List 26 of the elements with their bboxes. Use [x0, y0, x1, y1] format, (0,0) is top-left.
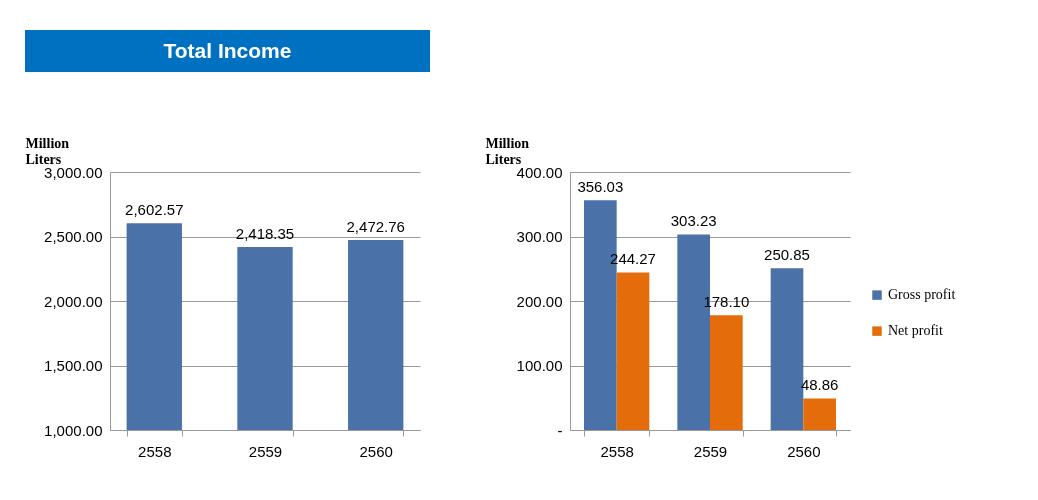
text: 2,418.35 [235, 225, 295, 243]
text: 2,472.76 [346, 218, 405, 236]
legend-label: Gross profit [888, 287, 956, 303]
data-label: 250.85 [764, 246, 810, 264]
data-label: 356.03 [577, 178, 624, 196]
y-tick-label: 1,500.00 [44, 357, 103, 374]
y-tick-label: 2,500.00 [44, 228, 103, 245]
legend-label: Net profit [888, 323, 943, 339]
x-tick-label: 2559 [248, 442, 283, 460]
data-label: 303.23 [670, 212, 717, 230]
y-tick-label: 100.00 [516, 357, 563, 374]
y-tick-label: 1,000.00 [44, 421, 103, 439]
bar [710, 315, 743, 430]
y-tick-label: 300.00 [516, 228, 563, 245]
bar [616, 272, 650, 430]
bar [803, 398, 836, 430]
y-tick-label: - [557, 421, 563, 439]
text: 2,602.57 [125, 201, 184, 219]
chart-title: Total Income [25, 30, 430, 72]
x-tick-label: 2559 [693, 442, 728, 460]
x-tick-label: 2560 [787, 442, 821, 460]
y-tick-label: 200.00 [516, 292, 563, 310]
x-tick-label: 2560 [359, 442, 393, 460]
y-tick-label: 2,000.00 [44, 292, 103, 310]
x-tick-label: 2558 [138, 442, 172, 460]
x-tick-label: 2558 [600, 442, 634, 460]
